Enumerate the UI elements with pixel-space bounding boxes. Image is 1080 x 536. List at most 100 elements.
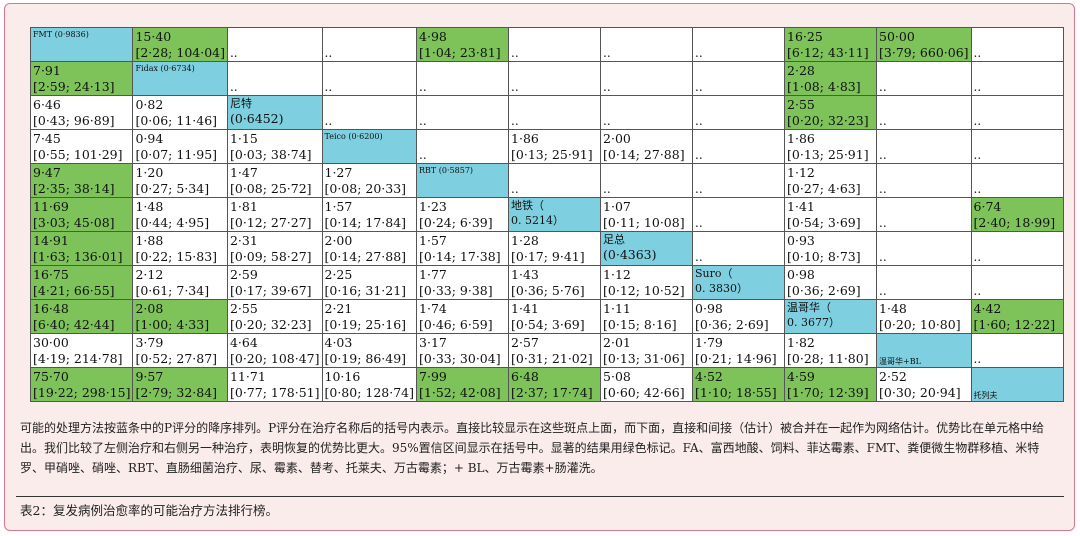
empty-cell: .. [692, 163, 786, 198]
odds-ratio-cell: 1·82 [0·28; 11·80] [784, 333, 878, 368]
confidence-interval: [1·60; 12·22] [973, 317, 1056, 332]
odds-ratio: 1·79 [695, 335, 723, 350]
placeholder-dots: .. [511, 114, 519, 128]
odds-ratio: 50·00 [879, 29, 915, 44]
confidence-interval: [0·33; 30·04] [419, 351, 501, 366]
odds-ratio: 6·74 [973, 199, 1002, 214]
significant-odds-ratio-cell: 75·70 [19·22; 298·15] [29, 367, 134, 402]
treatment-cell: Fidax (0·6734) [132, 61, 228, 96]
p-score: 0. 3677） [787, 316, 841, 329]
odds-ratio: 5·08 [603, 369, 631, 384]
odds-ratio: 2·52 [879, 369, 907, 384]
confidence-interval: [0·17; 39·67] [229, 283, 312, 298]
odds-ratio-cell: 4·64 [0·20; 108·47] [226, 333, 323, 368]
empty-cell: .. [692, 61, 786, 96]
odds-ratio-cell: 1·07 [0·11; 10·08] [600, 197, 694, 232]
placeholder-dots: .. [973, 46, 982, 60]
odds-ratio-cell: 1·48 [0·44; 4·95] [132, 197, 228, 232]
confidence-interval: [0·14; 17·38] [419, 249, 501, 264]
odds-ratio: 1·28 [511, 233, 539, 248]
odds-ratio: 10·16 [324, 369, 361, 384]
placeholder-dots: .. [603, 80, 611, 94]
confidence-interval: [0·20; 108·47] [229, 351, 320, 366]
odds-ratio: 7·99 [419, 369, 447, 384]
empty-cell: .. [876, 231, 972, 266]
confidence-interval: [0·30; 20·94] [879, 385, 961, 400]
placeholder-dots: .. [973, 284, 982, 298]
confidence-interval: [4·19; 214·78] [33, 351, 123, 366]
empty-cell: .. [416, 61, 510, 96]
odds-ratio: 9·57 [135, 369, 164, 384]
odds-ratio: 7·45 [33, 131, 61, 146]
league-table: FMT (0·9836) 15·40 [2·28; 104·04].... 4·98[… [29, 27, 1064, 402]
confidence-interval: [2·59; 24·13] [33, 79, 115, 94]
empty-cell: .. [600, 95, 694, 130]
p-score: (0·4363) [603, 247, 657, 262]
odds-ratio: 0·93 [787, 233, 815, 248]
odds-ratio-cell: 2·31 [0·09; 58·27] [226, 231, 323, 266]
confidence-interval: [3·03; 45·08] [33, 215, 115, 230]
treatment-cell: 足总 (0·4363) [600, 231, 694, 266]
significant-odds-ratio-cell: 7·91 [2·59; 24·13] [29, 61, 134, 96]
odds-ratio: 2·28 [787, 63, 815, 78]
table-row: 75·70 [19·22; 298·15] 9·57 [2·79; 32·84] 11·… [29, 367, 1064, 402]
p-score: (0·6452) [229, 111, 284, 126]
empty-cell: .. [226, 61, 323, 96]
odds-ratio-cell: 6·46 [0·43; 96·89] [29, 95, 134, 130]
placeholder-dots: .. [695, 182, 703, 196]
odds-ratio: 2·25 [324, 267, 353, 282]
significant-odds-ratio-cell: 9·57 [2·79; 32·84] [132, 367, 228, 402]
confidence-interval: [0·24; 6·39] [419, 215, 493, 230]
odds-ratio-cell: 0·98 [0·36; 2·69] [692, 299, 786, 334]
placeholder-dots: .. [603, 46, 611, 60]
confidence-interval: [1·10; 18·55] [695, 385, 777, 400]
significant-odds-ratio-cell: 11·69 [3·03; 45·08] [29, 197, 134, 232]
odds-ratio: 11·69 [33, 199, 69, 214]
odds-ratio: 9·47 [33, 165, 61, 180]
treatment-cell: 温哥华+BL [876, 333, 972, 368]
odds-ratio-cell: 4·03 [0·19; 86·49] [321, 333, 418, 368]
significant-odds-ratio-cell: 6·48 [2·37; 17·74] [508, 367, 602, 402]
empty-cell: .. [321, 95, 418, 130]
odds-ratio: 16·75 [33, 267, 69, 282]
empty-cell: .. [600, 61, 694, 96]
odds-ratio: 2·55 [787, 97, 815, 112]
empty-cell: .. [226, 27, 323, 62]
treatment-label: RBT (0·5857) [419, 166, 474, 175]
confidence-interval: [0·46; 6·59] [419, 317, 493, 332]
confidence-interval: [0·09; 58·27] [229, 249, 312, 264]
odds-ratio: 6·46 [33, 97, 61, 112]
empty-cell: .. [416, 129, 510, 164]
confidence-interval: [0·28; 11·80] [787, 351, 869, 366]
odds-ratio-cell: 2·00 [0·14; 27·88] [321, 231, 418, 266]
confidence-interval: [0·77; 178·51] [229, 385, 320, 400]
table-row: 11·69 [3·03; 45·08] 1·48 [0·44; 4·95] 1·81 [0… [29, 197, 1064, 232]
odds-ratio-cell: 1·57 [0·14; 17·38] [416, 231, 510, 266]
confidence-interval: [0·14; 27·88] [603, 147, 685, 162]
empty-cell: .. [692, 95, 786, 130]
league-table-body: FMT (0·9836) 15·40 [2·28; 104·04].... 4·98[… [29, 27, 1064, 402]
odds-ratio-cell: 3·79 [0·52; 27·87] [132, 333, 228, 368]
odds-ratio: 1·57 [419, 233, 447, 248]
placeholder-dots: .. [695, 114, 703, 128]
significant-odds-ratio-cell: 4·59 [1·70; 12·39] [784, 367, 878, 402]
treatment-cell: 尼特 (0·6452) [226, 95, 323, 130]
table-row: 7·91 [2·59; 24·13] Fidax (0·6734).........… [29, 61, 1064, 96]
odds-ratio-cell: 1·47 [0·08; 25·72] [226, 163, 323, 198]
odds-ratio: 0·94 [135, 131, 164, 146]
placeholder-dots: .. [511, 182, 519, 196]
placeholder-dots: .. [879, 182, 887, 196]
odds-ratio: 2·31 [229, 233, 258, 248]
confidence-interval: [0·11; 10·08] [603, 215, 685, 230]
treatment-cell: Teico (0·6200) [321, 129, 418, 164]
odds-ratio-cell: 1·88 [0·22; 15·83] [132, 231, 228, 266]
confidence-interval: [0·20; 32·23] [229, 317, 312, 332]
confidence-interval: [0·16; 31·21] [324, 283, 407, 298]
empty-cell: .. [876, 95, 972, 130]
odds-ratio: 1·27 [324, 165, 353, 180]
confidence-interval: [0·54; 3·69] [787, 215, 861, 230]
odds-ratio: 4·03 [324, 335, 353, 350]
odds-ratio: 1·43 [511, 267, 539, 282]
placeholder-dots: .. [879, 284, 887, 298]
empty-cell: .. [970, 333, 1064, 368]
